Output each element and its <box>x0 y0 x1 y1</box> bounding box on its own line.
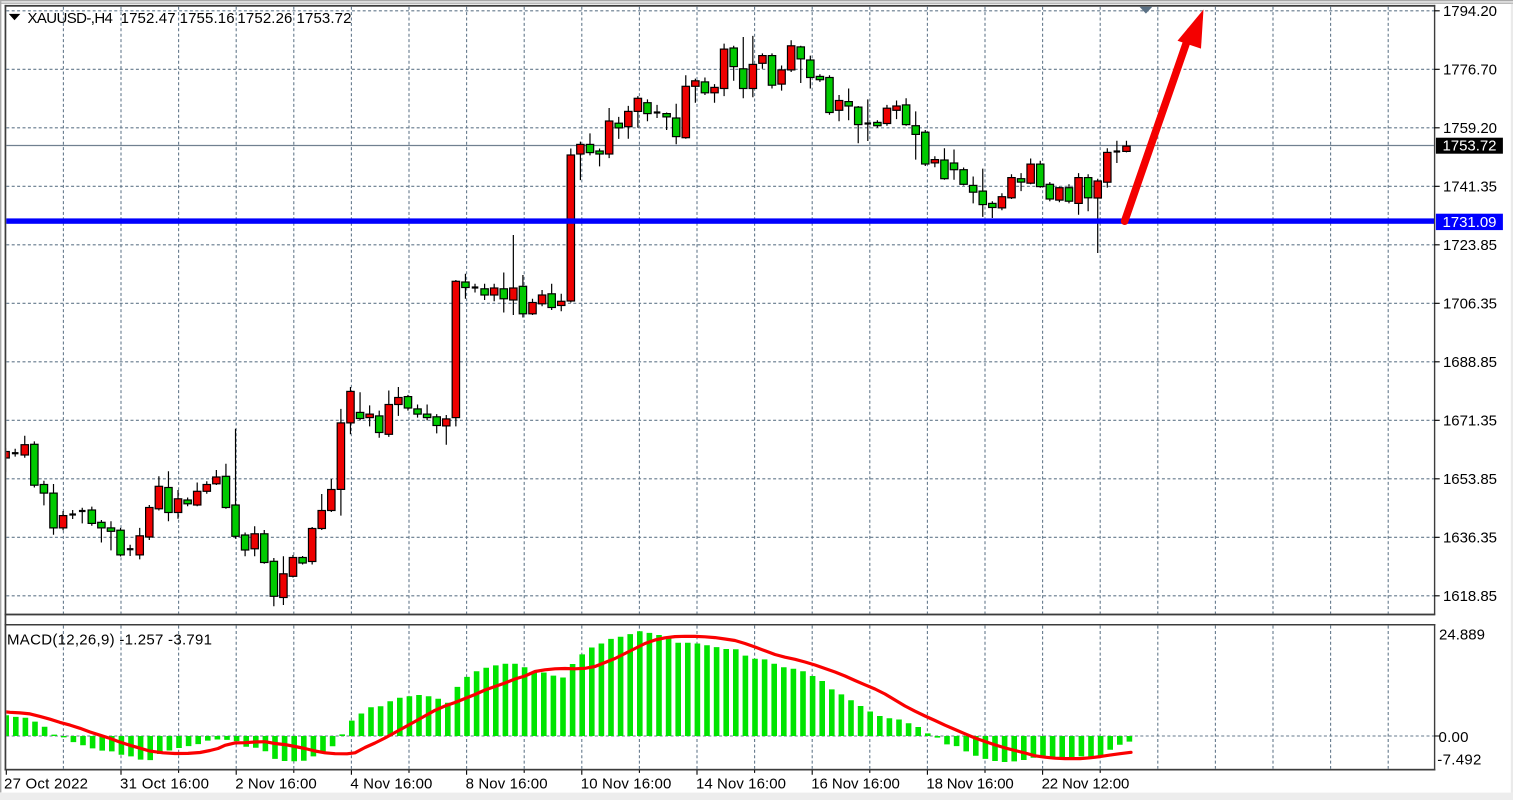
svg-text:1752.26: 1752.26 <box>237 10 292 27</box>
svg-text:1636.35: 1636.35 <box>1443 529 1497 546</box>
svg-text:1653.85: 1653.85 <box>1443 471 1497 488</box>
svg-text:1753.72: 1753.72 <box>297 10 352 27</box>
svg-text:22 Nov 12:00: 22 Nov 12:00 <box>1042 776 1130 793</box>
svg-text:1688.85: 1688.85 <box>1443 354 1497 371</box>
svg-text:1753.72: 1753.72 <box>1443 138 1497 155</box>
svg-text:2 Nov 16:00: 2 Nov 16:00 <box>235 776 317 793</box>
svg-text:31 Oct 16:00: 31 Oct 16:00 <box>120 776 209 793</box>
svg-text:8 Nov 16:00: 8 Nov 16:00 <box>466 776 548 793</box>
svg-text:27 Oct 2022: 27 Oct 2022 <box>4 776 88 793</box>
svg-text:1741.35: 1741.35 <box>1443 178 1497 195</box>
svg-text:-7.492: -7.492 <box>1437 751 1481 768</box>
svg-text:1794.20: 1794.20 <box>1443 3 1497 20</box>
svg-text:18 Nov 16:00: 18 Nov 16:00 <box>926 776 1013 793</box>
svg-text:XAUUSD-,H4: XAUUSD-,H4 <box>28 10 113 27</box>
svg-text:14 Nov 16:00: 14 Nov 16:00 <box>696 776 786 793</box>
svg-text:1723.85: 1723.85 <box>1443 237 1497 254</box>
svg-text:10 Nov 16:00: 10 Nov 16:00 <box>581 776 672 793</box>
svg-text:1731.09: 1731.09 <box>1443 214 1497 231</box>
svg-text:1755.16: 1755.16 <box>180 10 235 27</box>
svg-text:0.00: 0.00 <box>1439 729 1469 746</box>
svg-text:1752.47: 1752.47 <box>121 10 176 27</box>
svg-text:1759.20: 1759.20 <box>1443 120 1497 137</box>
svg-text:1776.70: 1776.70 <box>1443 61 1497 78</box>
svg-text:MACD(12,26,9) -1.257 -3.791: MACD(12,26,9) -1.257 -3.791 <box>7 632 212 649</box>
svg-text:16 Nov 16:00: 16 Nov 16:00 <box>811 776 900 793</box>
svg-text:1671.35: 1671.35 <box>1443 412 1497 429</box>
svg-text:1618.85: 1618.85 <box>1443 588 1497 605</box>
svg-text:1706.35: 1706.35 <box>1443 295 1497 312</box>
svg-text:4 Nov 16:00: 4 Nov 16:00 <box>350 776 432 793</box>
svg-text:24.889: 24.889 <box>1439 626 1485 643</box>
